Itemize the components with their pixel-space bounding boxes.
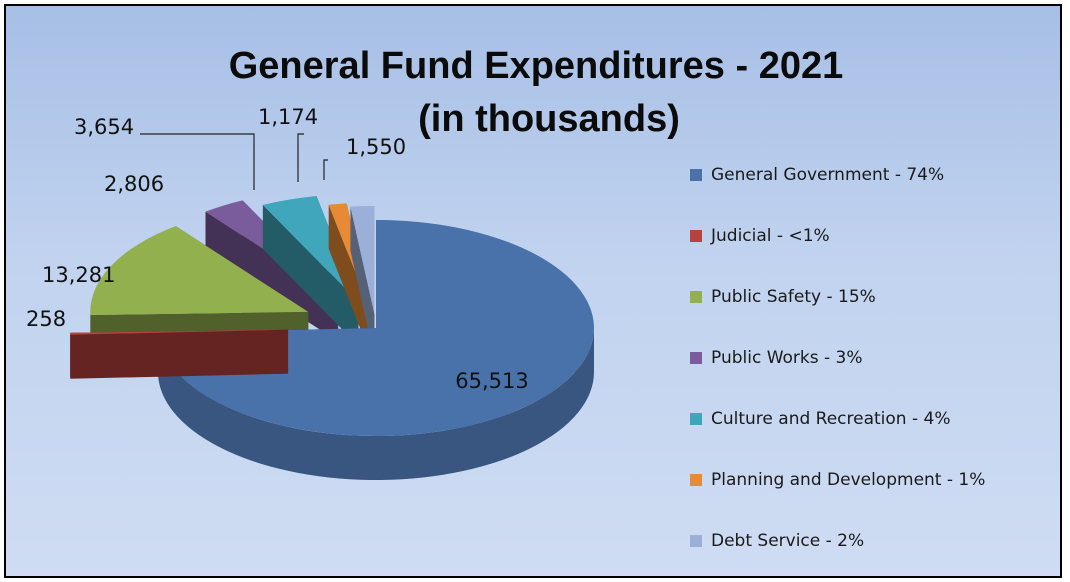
legend-swatch	[690, 535, 702, 547]
legend-label: Judicial - <1%	[710, 226, 830, 246]
data-label: 1,550	[346, 135, 406, 159]
legend-label: Debt Service - 2%	[711, 531, 864, 551]
legend-item: General Government - 74%	[690, 165, 944, 185]
legend-swatch	[690, 352, 702, 364]
legend-item: Culture and Recreation - 4%	[690, 409, 951, 429]
legend-item: Public Works - 3%	[690, 348, 863, 368]
legend-swatch	[690, 291, 702, 303]
legend-item: Judicial - <1%	[690, 226, 830, 246]
legend-item: Public Safety - 15%	[690, 287, 876, 307]
leader-line	[140, 133, 255, 190]
legend-label: General Government - 74%	[711, 165, 944, 185]
chart-frame: General Fund Expenditures - 2021 (in tho…	[4, 4, 1062, 578]
legend-swatch	[690, 474, 702, 486]
legend-swatch	[690, 413, 702, 425]
data-label: 13,281	[42, 263, 115, 287]
leader-line	[323, 159, 328, 180]
chart-title-line-1: General Fund Expenditures - 2021	[229, 45, 844, 87]
data-label: 258	[26, 307, 66, 331]
data-label: 1,174	[258, 105, 318, 129]
legend-swatch	[690, 230, 702, 242]
pie-slice-culture-and-recreation	[262, 195, 359, 346]
pie-slice-judicial	[70, 329, 289, 379]
legend-label: Public Safety - 15%	[711, 287, 876, 307]
legend-item: Debt Service - 2%	[690, 531, 864, 551]
chart-legend: General Government - 74% Judicial - <1% Pu…	[690, 165, 985, 551]
pie-slice-debt-service	[350, 206, 375, 359]
legend-label: Public Works - 3%	[711, 348, 863, 368]
data-label: 65,513	[455, 369, 528, 393]
legend-swatch	[690, 169, 702, 181]
data-label: 2,806	[104, 172, 164, 196]
chart-title-line-2: (in thousands)	[418, 98, 680, 140]
pie-slices	[70, 195, 594, 480]
legend-item: Planning and Development - 1%	[690, 470, 985, 490]
pie-chart: General Fund Expenditures - 2021 (in tho…	[26, 45, 985, 551]
data-labels: 65,513 258 13,281 2,806 3,654 1,174 1,550	[26, 105, 529, 393]
legend-label: Culture and Recreation - 4%	[711, 409, 951, 429]
leader-line	[297, 133, 304, 182]
data-label: 3,654	[74, 115, 134, 139]
legend-label: Planning and Development - 1%	[711, 470, 985, 490]
